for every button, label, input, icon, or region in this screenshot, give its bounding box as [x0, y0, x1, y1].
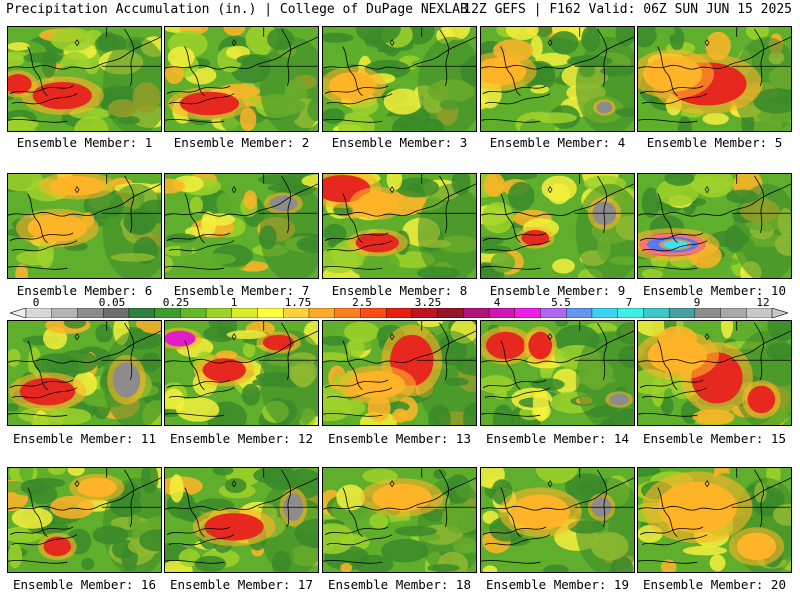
member-label-20: Ensemble Member: 20 — [643, 577, 786, 592]
ensemble-map-6 — [7, 173, 162, 279]
member-label-11: Ensemble Member: 11 — [13, 431, 156, 446]
ensemble-map-7 — [164, 173, 319, 279]
page-title: Precipitation Accumulation (in.) | Colle… — [6, 2, 468, 17]
colorbar-tick: 3.25 — [414, 296, 442, 309]
ensemble-map-19 — [480, 467, 635, 573]
ensemble-map-4 — [480, 26, 635, 132]
ensemble-map-8 — [322, 173, 477, 279]
precip-field — [481, 468, 634, 572]
precip-field — [8, 321, 161, 425]
ensemble-map-18 — [322, 467, 477, 573]
colorbar-tick: 5.5 — [551, 296, 571, 309]
ensemble-map-20 — [637, 467, 792, 573]
member-label-10: Ensemble Member: 10 — [643, 283, 786, 298]
colorbar-tick: 1.75 — [284, 296, 312, 309]
member-label-16: Ensemble Member: 16 — [13, 577, 156, 592]
precip-field — [8, 174, 161, 278]
member-label-12: Ensemble Member: 12 — [170, 431, 313, 446]
precip-field — [323, 27, 476, 131]
precip-field — [481, 174, 634, 278]
colorbar-tick: 0.05 — [98, 296, 126, 309]
ensemble-map-14 — [480, 320, 635, 426]
member-label-9: Ensemble Member: 9 — [489, 283, 626, 298]
run-info: 12Z GEFS | F162 Valid: 06Z SUN JUN 15 20… — [463, 2, 792, 17]
member-label-1: Ensemble Member: 1 — [16, 135, 153, 150]
precip-field — [8, 468, 161, 572]
colorbar-tick: 7 — [625, 296, 633, 309]
member-label-5: Ensemble Member: 5 — [646, 135, 783, 150]
precip-field — [165, 321, 318, 425]
member-label-18: Ensemble Member: 18 — [328, 577, 471, 592]
ensemble-map-2 — [164, 26, 319, 132]
member-label-7: Ensemble Member: 7 — [173, 283, 310, 298]
ensemble-map-12 — [164, 320, 319, 426]
ensemble-map-13 — [322, 320, 477, 426]
member-label-15: Ensemble Member: 15 — [643, 431, 786, 446]
ensemble-map-10 — [637, 173, 792, 279]
ensemble-map-3 — [322, 26, 477, 132]
colorbar-tick-labels: 0 0.05 0.25 1 1.75 2.5 3.25 4 5.5 7 9 12 — [10, 296, 788, 309]
member-label-14: Ensemble Member: 14 — [486, 431, 629, 446]
colorbar-tick: 9 — [693, 296, 701, 309]
precip-field — [638, 321, 791, 425]
precip-field — [638, 27, 791, 131]
precip-field — [165, 174, 318, 278]
ensemble-map-9 — [480, 173, 635, 279]
colorbar-tick: 0 — [32, 296, 40, 309]
member-label-6: Ensemble Member: 6 — [16, 283, 153, 298]
colorbar-tick: 4 — [493, 296, 501, 309]
ensemble-map-5 — [637, 26, 792, 132]
precip-field — [165, 27, 318, 131]
precip-field — [8, 27, 161, 131]
member-label-2: Ensemble Member: 2 — [173, 135, 310, 150]
colorbar-tick: 0.25 — [162, 296, 190, 309]
ensemble-map-16 — [7, 467, 162, 573]
member-label-8: Ensemble Member: 8 — [331, 283, 468, 298]
colorbar-tick: 2.5 — [352, 296, 372, 309]
colorbar: 0 0.05 0.25 1 1.75 2.5 3.25 4 5.5 7 9 12 — [10, 296, 788, 324]
colorbar-tick: 1 — [230, 296, 238, 309]
member-label-3: Ensemble Member: 3 — [331, 135, 468, 150]
precip-field — [481, 321, 634, 425]
ensemble-map-17 — [164, 467, 319, 573]
precip-field — [638, 174, 791, 278]
member-label-13: Ensemble Member: 13 — [328, 431, 471, 446]
member-label-4: Ensemble Member: 4 — [489, 135, 626, 150]
ensemble-map-11 — [7, 320, 162, 426]
precip-field — [323, 468, 476, 572]
precip-field — [323, 321, 476, 425]
precip-field — [165, 468, 318, 572]
member-label-17: Ensemble Member: 17 — [170, 577, 313, 592]
member-label-19: Ensemble Member: 19 — [486, 577, 629, 592]
colorbar-bar — [10, 308, 788, 318]
colorbar-tick: 12 — [756, 296, 770, 309]
precip-field — [638, 468, 791, 572]
precip-field — [481, 27, 634, 131]
precip-field — [323, 174, 476, 278]
ensemble-map-1 — [7, 26, 162, 132]
ensemble-map-15 — [637, 320, 792, 426]
